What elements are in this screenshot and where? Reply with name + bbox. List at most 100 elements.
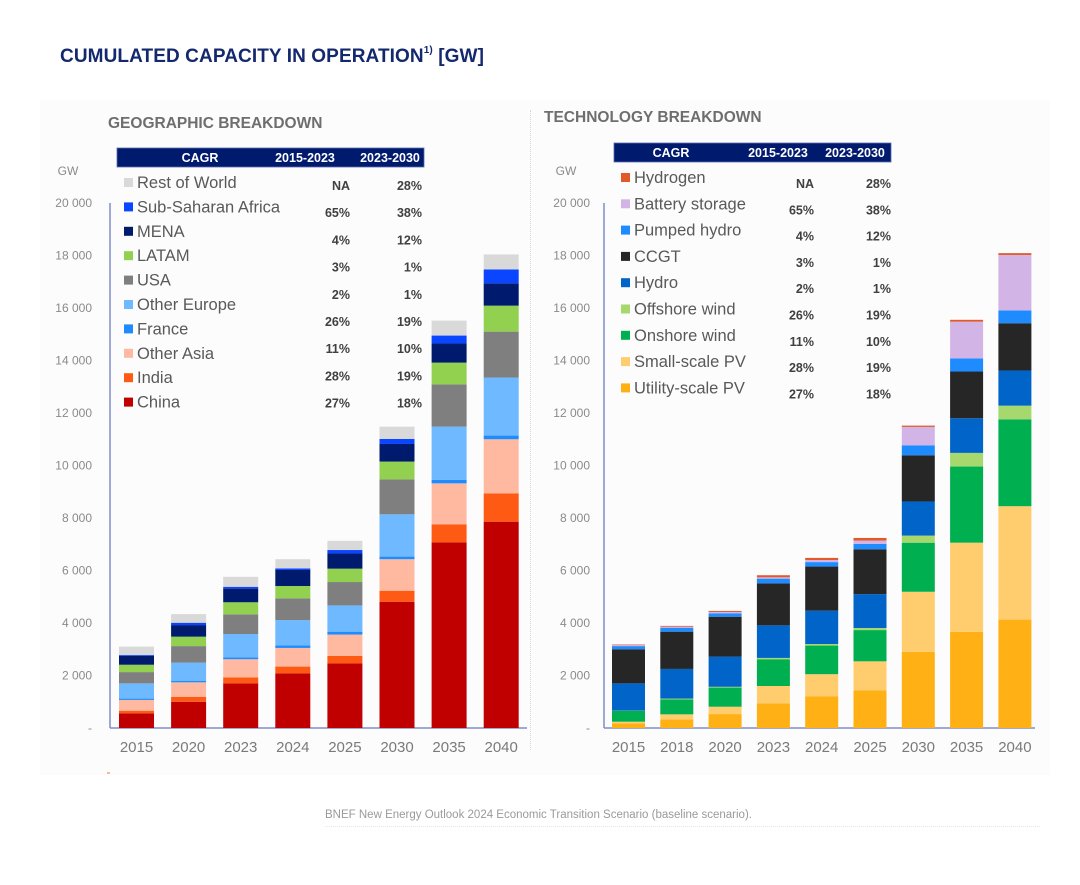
geo-y-tick-label: - <box>88 721 92 735</box>
geo-bar-segment-latam-2023 <box>223 602 259 615</box>
tech-cagr-value-2015-2023: 26% <box>789 309 814 323</box>
tech-legend-label: Onshore wind <box>634 327 736 345</box>
geo-cagr-value-2015-2023: 11% <box>326 342 350 356</box>
geo-bar-segment-usa-2035 <box>431 384 467 427</box>
tech-cagr-value-2023-2030: 1% <box>873 256 891 270</box>
tech-bar-segment-offshore-wind-2035 <box>950 452 984 467</box>
tech-bar-segment-battery-storage-2015 <box>612 645 645 647</box>
geo-legend-label: France <box>137 320 188 338</box>
geo-cagr-value-2023-2030: 19% <box>397 315 422 329</box>
geo-y-tick-label: 8 000 <box>62 511 92 525</box>
geo-bar-segment-rest-of-world-2030 <box>379 426 415 439</box>
tech-bar-segment-onshore-wind-2040 <box>998 419 1032 507</box>
tech-cagr-value-2023-2030: 19% <box>866 361 891 375</box>
geo-legend-label: LATAM <box>137 247 190 265</box>
tech-bar-segment-utility-scale-pv-2023 <box>756 703 790 728</box>
tech-cagr-value-2015-2023: 11% <box>790 335 814 349</box>
geo-cagr-value-2015-2023: 27% <box>325 397 350 411</box>
tech-bar-segment-onshore-wind-2024 <box>805 645 839 675</box>
tech-bar-segment-onshore-wind-2020 <box>708 687 742 707</box>
tech-x-tick-label: 2020 <box>708 739 741 756</box>
geo-cagr-value-2015-2023: 2% <box>332 288 350 302</box>
geo-bar-segment-latam-2040 <box>483 305 519 332</box>
geo-bar-segment-rest-of-world-2015 <box>119 646 154 656</box>
tech-cagr-value-2015-2023: 3% <box>796 256 814 270</box>
geo-bar-segment-mena-2025 <box>327 553 363 569</box>
page-title-text: CUMULATED CAPACITY IN OPERATION <box>60 46 424 67</box>
tech-bar-segment-battery-storage-2020 <box>708 611 742 614</box>
tech-y-tick-label: 18 000 <box>553 249 590 263</box>
tech-bar-segment-hydrogen-2030 <box>901 425 935 427</box>
tech-cagr-value-2015-2023: 28% <box>789 361 814 375</box>
geo-bar-segment-china-2024 <box>275 673 311 728</box>
tech-bar-segment-hydro-2020 <box>708 656 742 687</box>
tech-legend-swatch-ccgt <box>621 251 630 261</box>
tech-y-tick-label: - <box>586 721 590 735</box>
tech-bar-segment-ccgt-2018 <box>660 631 694 669</box>
geo-legend-label: Rest of World <box>137 174 237 192</box>
tech-legend-swatch-pumped-hydro <box>621 225 630 235</box>
geo-bar-segment-sub-saharan-africa-2030 <box>379 438 415 444</box>
tech-legend-swatch-battery-storage <box>621 199 630 209</box>
geo-bar-segment-rest-of-world-2024 <box>275 559 311 569</box>
tech-legend-swatch-onshore-wind <box>621 330 630 340</box>
geo-bar-segment-usa-2024 <box>275 598 311 621</box>
geo-bar-segment-china-2035 <box>431 542 467 728</box>
panel-divider <box>530 110 531 750</box>
geo-bar-segment-other-asia-2035 <box>431 483 467 525</box>
tech-x-tick-label: 2015 <box>612 739 645 756</box>
geo-x-tick-label: 2040 <box>485 739 518 756</box>
tech-cagr-value-2015-2023: 27% <box>789 387 814 401</box>
tech-cagr-value-2023-2030: 10% <box>866 335 891 349</box>
tech-bar-segment-ccgt-2024 <box>805 566 839 611</box>
geo-legend-swatch-rest-of-world <box>124 178 133 187</box>
tech-cagr-value-2023-2030: 12% <box>866 230 891 244</box>
geo-bar-segment-france-2030 <box>379 556 415 560</box>
tech-cagr-value-2015-2023: 65% <box>789 203 814 217</box>
geo-y-tick-label: 20 000 <box>55 196 92 210</box>
tech-bar-segment-ccgt-2030 <box>901 455 935 502</box>
tech-bar-segment-pumped-hydro-2018 <box>660 627 694 632</box>
tech-bar-segment-pumped-hydro-2040 <box>998 310 1032 324</box>
tech-bar-segment-offshore-wind-2025 <box>853 627 887 631</box>
geo-legend-label: China <box>137 394 181 412</box>
geo-x-tick-label: 2023 <box>224 739 257 756</box>
tech-cagr-header-period2: 2023-2030 <box>825 146 885 160</box>
tech-bar-segment-hydro-2023 <box>756 625 790 658</box>
tech-bar-segment-battery-storage-2035 <box>950 321 984 359</box>
tech-bar-segment-hydrogen-2024 <box>805 557 839 560</box>
tech-bar-segment-ccgt-2015 <box>612 649 645 684</box>
tech-cagr-header-label: CAGR <box>653 146 690 160</box>
tech-bar-segment-pumped-hydro-2015 <box>612 646 645 650</box>
geo-legend-swatch-india <box>124 373 133 383</box>
geo-y-tick-label: 10 000 <box>55 459 92 473</box>
geo-bar-segment-usa-2030 <box>379 479 415 515</box>
geo-bar-segment-china-2040 <box>483 521 519 728</box>
geo-bar-segment-usa-2040 <box>483 331 519 378</box>
tech-bar-segment-small-scale-pv-2030 <box>901 591 935 652</box>
geo-bar-segment-usa-2020 <box>171 646 207 663</box>
tech-legend-label: CCGT <box>634 248 681 266</box>
geo-y-tick-label: 14 000 <box>55 354 92 368</box>
geo-cagr-value-2015-2023: 26% <box>325 315 350 329</box>
tech-bar-segment-utility-scale-pv-2015 <box>612 723 645 728</box>
source-footnote: BNEF New Energy Outlook 2024 Economic Tr… <box>325 809 752 821</box>
tech-y-tick-label: 20 000 <box>553 196 590 210</box>
geo-cagr-value-2023-2030: 28% <box>397 179 422 193</box>
geo-bar-segment-rest-of-world-2035 <box>431 320 467 336</box>
tech-x-tick-label: 2035 <box>950 739 983 756</box>
tech-bar-segment-hydro-2035 <box>950 418 984 453</box>
geo-legend-label: USA <box>137 272 171 290</box>
geo-y-tick-label: 12 000 <box>55 406 92 420</box>
geo-bar-segment-other-europe-2030 <box>379 514 415 557</box>
tech-bar-segment-ccgt-2020 <box>708 616 742 657</box>
tech-cagr-value-2015-2023: 4% <box>796 230 814 244</box>
geo-cagr-value-2015-2023: 28% <box>325 369 350 383</box>
geo-legend-swatch-usa <box>124 275 133 285</box>
tech-x-tick-label: 2025 <box>853 739 886 756</box>
geo-bar-segment-other-asia-2024 <box>275 647 311 667</box>
technology-breakdown-title: TECHNOLOGY BREAKDOWN <box>544 109 762 126</box>
geo-bar-segment-mena-2020 <box>171 625 207 637</box>
geo-bar-segment-mena-2035 <box>431 343 467 363</box>
geo-bar-segment-china-2023 <box>223 683 259 728</box>
